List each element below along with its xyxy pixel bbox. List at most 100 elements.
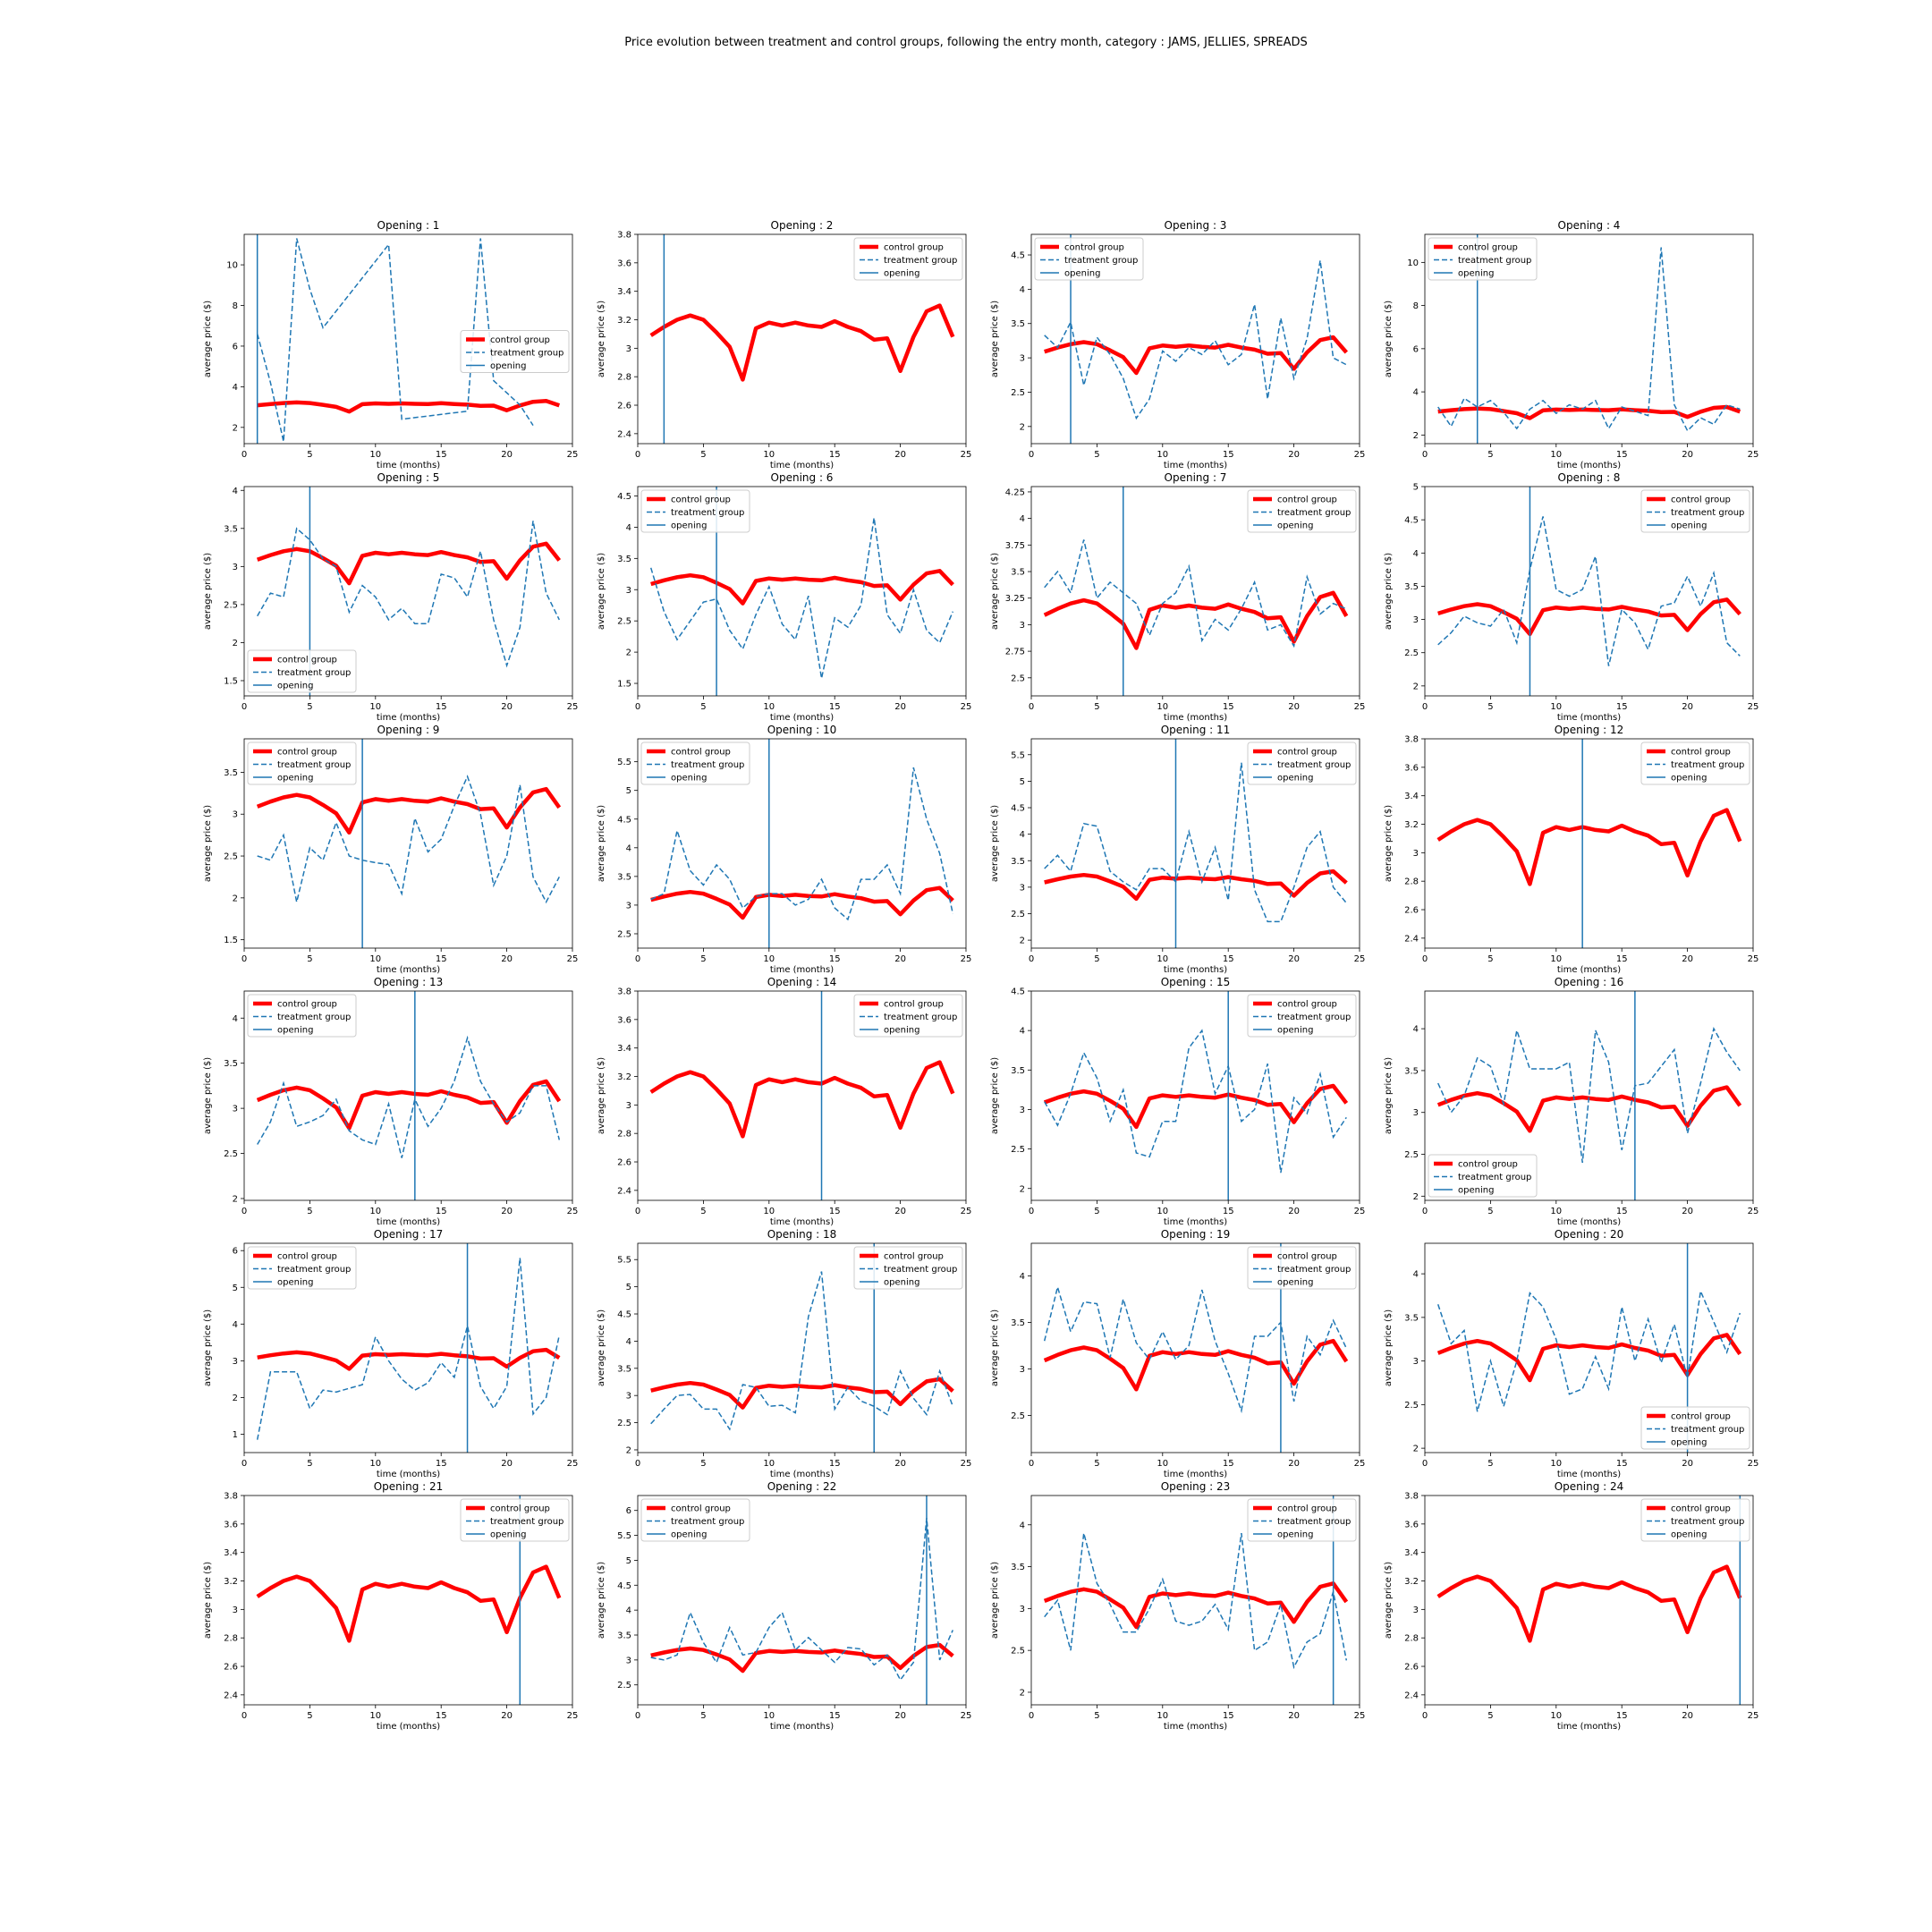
legend-box (1247, 741, 1357, 785)
legend-box (1428, 1154, 1538, 1198)
x-tick-label: 25 (961, 1207, 972, 1216)
x-axis-label: time (months) (377, 713, 440, 723)
x-axis-label: time (months) (1557, 461, 1621, 470)
treatment-group-line (1044, 539, 1347, 648)
y-tick-label: 4.5 (1404, 516, 1419, 526)
y-tick-label: 2.6 (617, 1158, 631, 1168)
subplot-22: Opening : 22 0 5 10 15 20 25 time (months) 2.5 3 3… (597, 1480, 971, 1732)
subplot-19: Opening : 19 0 5 10 15 20 25 time (months) 2.5 3 3… (990, 1228, 1365, 1479)
axes-frame (1030, 486, 1360, 697)
legend-box (853, 237, 963, 281)
x-tick-label: 15 (1223, 1459, 1234, 1469)
x-tick-label: 10 (763, 1459, 775, 1469)
x-tick-label: 5 (307, 1711, 312, 1721)
y-tick-label: 2 (233, 1394, 238, 1403)
y-tick-label: 2.5 (617, 929, 631, 939)
x-axis-label: time (months) (377, 1722, 440, 1732)
axes-frame (1424, 990, 1754, 1201)
subplot-title: Opening : 14 (767, 976, 837, 988)
y-tick-label: 1.5 (224, 676, 238, 686)
x-tick-label: 15 (1223, 1207, 1234, 1216)
y-tick-label: 4 (626, 1337, 631, 1347)
y-tick-label: 4 (1413, 388, 1419, 398)
legend-opening-label: opening (1277, 1530, 1313, 1540)
treatment-group-line (257, 775, 560, 904)
legend-treatment-label: treatment group (277, 760, 351, 770)
y-tick-label: 3.5 (1011, 857, 1025, 867)
y-tick-label: 2.5 (224, 1149, 238, 1159)
y-tick-label: 3.5 (1011, 568, 1025, 578)
x-tick-label: 25 (961, 954, 972, 964)
plot-area (1437, 487, 1741, 696)
y-tick-label: 6 (233, 1247, 238, 1257)
legend-control-label: control group (671, 1504, 731, 1514)
control-group-line (1043, 1338, 1349, 1392)
x-tick-label: 0 (242, 1207, 247, 1216)
x-tick-label: 15 (1223, 702, 1234, 712)
x-tick-label: 10 (1157, 954, 1168, 964)
x-tick-label: 10 (763, 1207, 775, 1216)
legend-opening-label: opening (277, 1278, 313, 1288)
control-group-line (649, 1060, 955, 1139)
x-tick-label: 0 (1422, 702, 1428, 712)
plot-area (1044, 739, 1348, 948)
y-tick-label: 3 (626, 1101, 631, 1111)
y-tick-label: 1.5 (224, 936, 238, 945)
legend: control group treatment group opening (853, 994, 963, 1038)
plot-area (256, 991, 562, 1200)
control-group-line (257, 399, 561, 414)
x-tick-label: 0 (242, 1711, 247, 1721)
x-tick-label: 15 (1223, 450, 1234, 460)
x-tick-label: 15 (436, 1459, 447, 1469)
x-tick-label: 20 (1682, 1459, 1693, 1469)
control-group-line (256, 541, 562, 586)
subplot-title: Opening : 2 (771, 219, 834, 232)
legend-control-label: control group (1277, 1000, 1337, 1010)
x-tick-label: 10 (763, 1711, 775, 1721)
subplot-15: Opening : 15 0 5 10 15 20 25 time (months) 2 2.5 3… (990, 976, 1365, 1227)
legend: control group treatment group opening (853, 1246, 963, 1290)
legend: control group treatment group opening (1428, 237, 1538, 281)
x-tick-label: 5 (700, 1207, 706, 1216)
legend-opening-label: opening (1458, 269, 1494, 279)
x-axis-label: time (months) (770, 1217, 834, 1227)
control-group-line (1043, 1581, 1349, 1630)
axes-frame (637, 233, 967, 445)
y-tick-label: 8 (233, 301, 238, 311)
legend-control-label: control group (1671, 748, 1731, 758)
x-tick-label: 25 (1354, 1207, 1366, 1216)
treatment-group-line (1044, 1532, 1348, 1670)
subplot-4: Opening : 4 0 5 10 15 20 25 time (months) 2 4 6 8 10… (1384, 219, 1758, 470)
y-tick-label: 5 (626, 1283, 631, 1292)
control-group-line (1436, 1564, 1742, 1643)
legend-opening-label: opening (490, 1530, 526, 1540)
x-tick-label: 0 (1029, 954, 1034, 964)
y-tick-label: 3.2 (617, 1072, 631, 1082)
x-tick-label: 20 (501, 1207, 513, 1216)
x-tick-label: 10 (369, 702, 381, 712)
subplot-title: Opening : 22 (767, 1480, 837, 1493)
y-tick-label: 3.8 (224, 1492, 238, 1502)
x-tick-label: 0 (1422, 1459, 1428, 1469)
x-tick-label: 20 (501, 1711, 513, 1721)
x-tick-label: 20 (1682, 450, 1693, 460)
y-tick-label: 3.4 (617, 1044, 631, 1054)
legend: control group treatment group opening (1640, 1498, 1750, 1542)
subplot-title: Opening : 3 (1165, 219, 1227, 232)
y-tick-label: 2.8 (224, 1634, 238, 1644)
x-tick-label: 10 (1157, 450, 1168, 460)
y-tick-label: 1 (233, 1430, 238, 1440)
legend-box (1640, 741, 1750, 785)
legend-box (460, 1498, 570, 1542)
x-tick-label: 25 (961, 1711, 972, 1721)
y-tick-label: 2.5 (1011, 1411, 1025, 1421)
subplot-7: Opening : 7 0 5 10 15 20 25 time (months) 2.5 2.7… (990, 471, 1365, 723)
y-tick-label: 3 (233, 1105, 238, 1114)
x-tick-label: 10 (1157, 702, 1168, 712)
subplot-10: Opening : 10 0 5 10 15 20 25 time (months) 2.5 3 3… (597, 724, 971, 975)
legend-control-label: control group (1277, 1504, 1337, 1514)
x-tick-label: 25 (1354, 450, 1366, 460)
legend-treatment-label: treatment group (1671, 1425, 1744, 1435)
x-tick-label: 15 (829, 1711, 841, 1721)
legend-treatment-label: treatment group (1064, 256, 1138, 266)
